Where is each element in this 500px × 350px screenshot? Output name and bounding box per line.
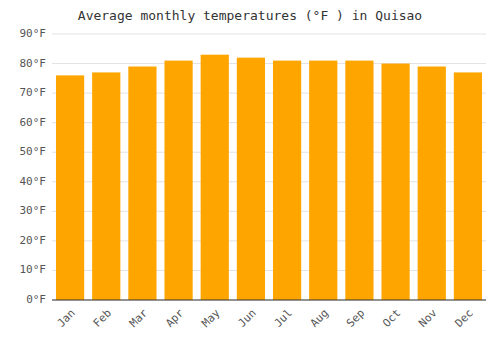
x-tick-label: Apr <box>163 306 187 330</box>
x-tick-label: Mar <box>127 306 151 330</box>
chart-svg: 0°F 10°F 20°F 30°F 40°F 50°F 60°F 70°F 80°F 90°F J… <box>0 0 500 350</box>
x-tick-label: Oct <box>380 307 403 330</box>
x-tick-label: Sep <box>344 307 367 330</box>
x-tick-label: Aug <box>308 307 331 330</box>
x-tick-label: Dec <box>452 307 475 330</box>
bar <box>345 61 373 300</box>
bar <box>237 58 265 300</box>
bars <box>56 55 482 300</box>
grid-line <box>52 300 486 301</box>
bar <box>381 64 409 300</box>
y-tick-label: 50°F <box>20 145 47 158</box>
title: Average monthly temperatures (°F ) in Qu… <box>78 8 422 23</box>
chart-container: 0°F 10°F 20°F 30°F 40°F 50°F 60°F 70°F 80°F 90°F J… <box>0 0 500 350</box>
bar <box>56 75 84 300</box>
grid <box>52 34 486 300</box>
x-tick-label: Jan <box>55 307 78 330</box>
y-tick-label: 60°F <box>20 116 47 129</box>
bar <box>418 67 446 300</box>
x-axis-line <box>52 300 486 301</box>
y-tick-label: 10°F <box>20 263 47 276</box>
grid-line <box>52 63 486 64</box>
grid-line <box>52 34 486 35</box>
bar <box>128 67 156 300</box>
y-axis: 0°F 10°F 20°F 30°F 40°F 50°F 60°F 70°F 80°F 90°F <box>20 27 47 306</box>
x-tick-label: Feb <box>91 307 114 330</box>
bar <box>164 61 192 300</box>
bar <box>273 61 301 300</box>
bar <box>454 72 482 300</box>
bar <box>201 55 229 300</box>
y-tick-label: 20°F <box>20 234 47 247</box>
x-tick-label: Jun <box>235 307 258 330</box>
bar <box>309 61 337 300</box>
y-tick-label: 70°F <box>20 86 47 99</box>
x-tick-label: Nov <box>416 306 440 330</box>
x-tick-label: May <box>199 306 223 330</box>
y-tick-label: 0°F <box>26 293 46 306</box>
bar <box>92 72 120 300</box>
y-tick-label: 30°F <box>20 204 47 217</box>
y-tick-label: 90°F <box>20 27 47 40</box>
x-axis: Jan Feb Mar Apr May Jun Jul Aug Sep Oct Nov Dec <box>52 300 486 330</box>
x-tick-label: Jul <box>272 307 295 330</box>
y-tick-label: 80°F <box>20 57 47 70</box>
y-tick-label: 40°F <box>20 175 47 188</box>
